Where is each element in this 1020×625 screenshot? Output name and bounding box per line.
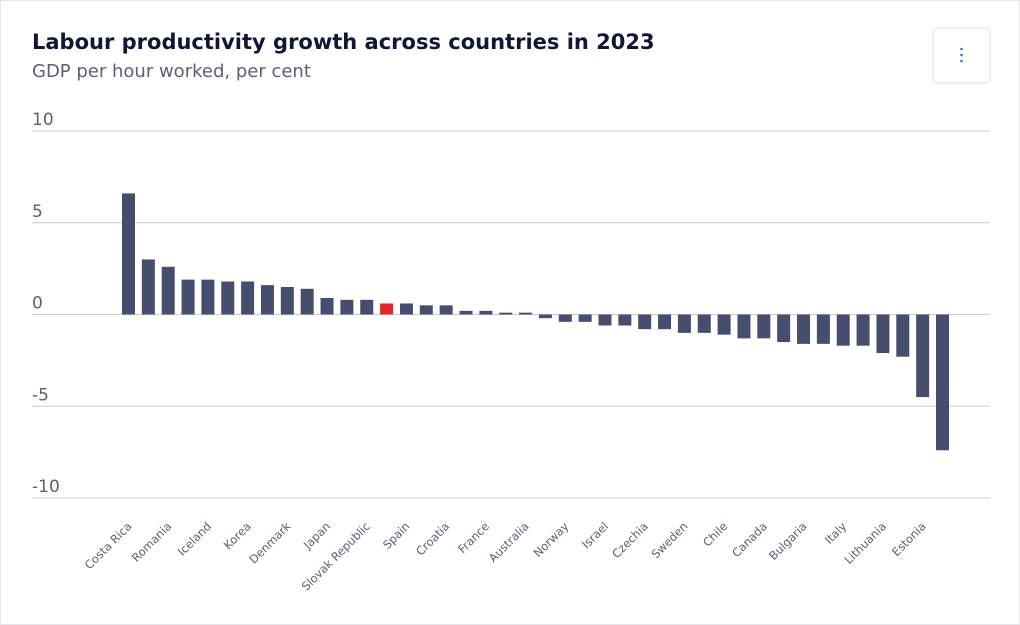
bar bbox=[658, 314, 672, 330]
bar bbox=[598, 314, 612, 326]
bar bbox=[677, 314, 691, 333]
bar bbox=[340, 299, 354, 315]
bar bbox=[916, 314, 930, 398]
bar bbox=[141, 259, 155, 315]
bar bbox=[221, 281, 235, 315]
bar bbox=[876, 314, 890, 354]
bar bbox=[280, 286, 294, 315]
bar bbox=[816, 314, 830, 344]
bar bbox=[638, 314, 652, 330]
bar bbox=[697, 314, 711, 333]
y-tick-label: -10 bbox=[32, 477, 60, 497]
bar bbox=[399, 303, 413, 315]
bar bbox=[419, 305, 433, 315]
bar bbox=[717, 314, 731, 335]
bar bbox=[439, 305, 453, 315]
bar bbox=[578, 314, 592, 322]
bar bbox=[181, 279, 195, 315]
bar bbox=[896, 314, 910, 357]
chart-subtitle: GDP per hour worked, per cent bbox=[32, 61, 311, 82]
bar bbox=[499, 312, 513, 315]
bar bbox=[161, 266, 175, 315]
bar bbox=[936, 314, 949, 451]
bar bbox=[558, 314, 572, 322]
bar bbox=[320, 297, 334, 315]
bar bbox=[300, 288, 314, 315]
bar bbox=[122, 193, 135, 315]
menu-button[interactable] bbox=[932, 27, 991, 84]
bar bbox=[360, 299, 374, 315]
bar bbox=[777, 314, 791, 343]
bar bbox=[538, 314, 552, 319]
bar bbox=[757, 314, 771, 339]
bar bbox=[459, 310, 473, 315]
bar bbox=[836, 314, 850, 346]
bar bbox=[260, 285, 274, 315]
bar bbox=[519, 312, 533, 315]
y-tick-label: -5 bbox=[32, 385, 49, 405]
bar bbox=[241, 281, 255, 315]
bar bbox=[479, 310, 493, 315]
bar bbox=[380, 303, 394, 315]
chart-title: Labour productivity growth across countr… bbox=[32, 30, 655, 54]
y-tick-label: 5 bbox=[32, 202, 43, 222]
bar bbox=[737, 314, 751, 339]
bar bbox=[618, 314, 632, 326]
bar bbox=[797, 314, 811, 344]
y-tick-label: 10 bbox=[32, 110, 54, 130]
bar bbox=[856, 314, 870, 346]
bar bbox=[201, 279, 215, 315]
y-tick-label: 0 bbox=[32, 294, 43, 314]
